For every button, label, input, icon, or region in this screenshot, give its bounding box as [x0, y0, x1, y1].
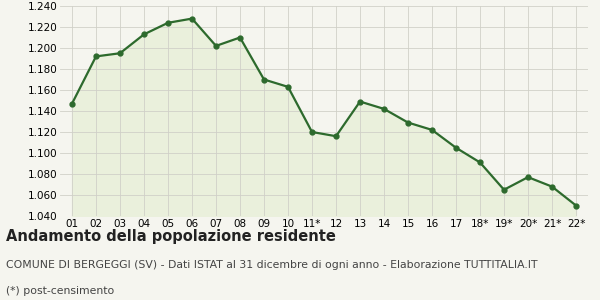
Text: Andamento della popolazione residente: Andamento della popolazione residente [6, 230, 336, 244]
Text: (*) post-censimento: (*) post-censimento [6, 286, 114, 296]
Text: COMUNE DI BERGEGGI (SV) - Dati ISTAT al 31 dicembre di ogni anno - Elaborazione : COMUNE DI BERGEGGI (SV) - Dati ISTAT al … [6, 260, 538, 269]
